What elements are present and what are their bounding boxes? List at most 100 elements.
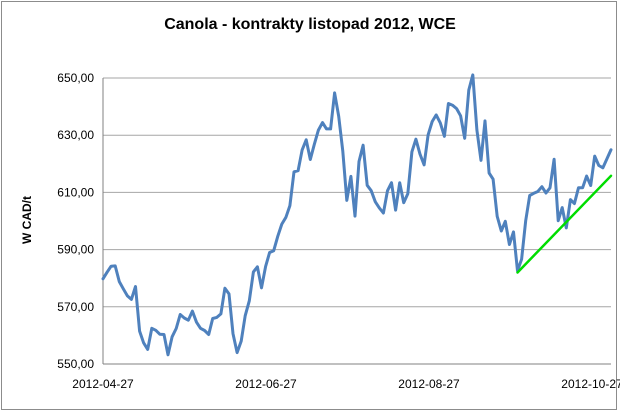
data-point (264, 265, 267, 268)
data-point (191, 310, 194, 312)
data-point (443, 135, 446, 138)
data-point (134, 285, 137, 288)
data-point (211, 317, 214, 320)
data-point (207, 333, 210, 336)
data-point (252, 271, 255, 273)
data-point (557, 219, 559, 222)
x-tick-label: 2012-08-27 (398, 377, 460, 391)
data-point (423, 164, 425, 166)
data-point (390, 181, 393, 184)
data-point (329, 128, 332, 130)
data-point (606, 158, 608, 160)
data-point (374, 201, 377, 203)
data-point (341, 150, 344, 153)
data-point (146, 348, 149, 351)
data-point (350, 175, 352, 178)
data-point (187, 319, 190, 322)
data-point (581, 187, 584, 189)
data-point (220, 313, 222, 315)
data-point (167, 354, 169, 356)
data-point (179, 313, 182, 316)
data-point (159, 333, 161, 336)
data-point (602, 167, 604, 169)
data-point (366, 184, 368, 187)
series-line (101, 73, 613, 357)
data-point (215, 316, 218, 319)
data-point (472, 74, 474, 76)
data-point (337, 115, 340, 118)
data-point (411, 150, 413, 153)
data-point (378, 207, 381, 209)
data-point (480, 159, 482, 162)
y-tick-label: 650,00 (57, 71, 94, 85)
data-point (244, 314, 247, 317)
data-point (281, 223, 283, 225)
data-point (382, 212, 385, 214)
data-point (459, 114, 462, 117)
data-point (598, 164, 600, 167)
data-point (346, 199, 348, 202)
data-point (398, 181, 401, 184)
data-point (512, 231, 515, 233)
data-point (260, 287, 263, 289)
data-point (118, 280, 121, 283)
data-point (463, 137, 466, 140)
data-point (183, 317, 186, 319)
data-point (155, 329, 157, 332)
data-point (577, 187, 580, 189)
data-point (524, 219, 527, 222)
data-point (553, 158, 555, 161)
data-point (175, 327, 177, 330)
data-point (427, 134, 429, 136)
data-point (419, 153, 421, 155)
data-point (309, 158, 312, 161)
data-point (545, 192, 547, 194)
data-point (476, 129, 478, 131)
data-point (415, 138, 417, 141)
data-point (447, 102, 450, 105)
data-point (224, 287, 226, 290)
data-point (297, 169, 299, 172)
data-point (232, 332, 234, 335)
y-tick-label: 630,00 (57, 128, 94, 142)
data-point (126, 295, 129, 297)
data-point (532, 192, 535, 195)
data-point (549, 187, 551, 189)
data-point (248, 299, 251, 302)
y-tick-label: 570,00 (57, 300, 94, 314)
data-point (593, 155, 596, 157)
data-point (122, 287, 125, 290)
data-point (171, 336, 173, 338)
data-point (435, 114, 438, 116)
data-point (589, 184, 592, 187)
data-point (402, 201, 405, 204)
data-point (102, 277, 104, 280)
data-point (451, 104, 454, 106)
data-point (528, 194, 531, 197)
data-point (293, 171, 295, 173)
data-point (321, 121, 324, 124)
y-tick-label: 610,00 (57, 185, 94, 199)
y-tick-label: 590,00 (57, 243, 94, 257)
data-point (537, 190, 539, 193)
data-point (317, 129, 320, 131)
x-tick-label: 2012-04-27 (72, 377, 134, 391)
data-point (114, 265, 116, 267)
trendline (516, 174, 613, 274)
data-point (203, 329, 206, 332)
data-point (561, 206, 564, 209)
data-point (488, 172, 490, 174)
data-point (268, 251, 271, 254)
data-point (565, 227, 568, 229)
data-point (504, 220, 507, 223)
data-point (228, 293, 230, 295)
data-point (289, 204, 291, 207)
data-point (301, 149, 303, 151)
data-point (325, 128, 328, 130)
chart-title: Canola - kontrakty listopad 2012, WCE (164, 16, 456, 33)
data-point (138, 330, 141, 332)
data-point (106, 271, 108, 273)
data-point (236, 351, 238, 354)
